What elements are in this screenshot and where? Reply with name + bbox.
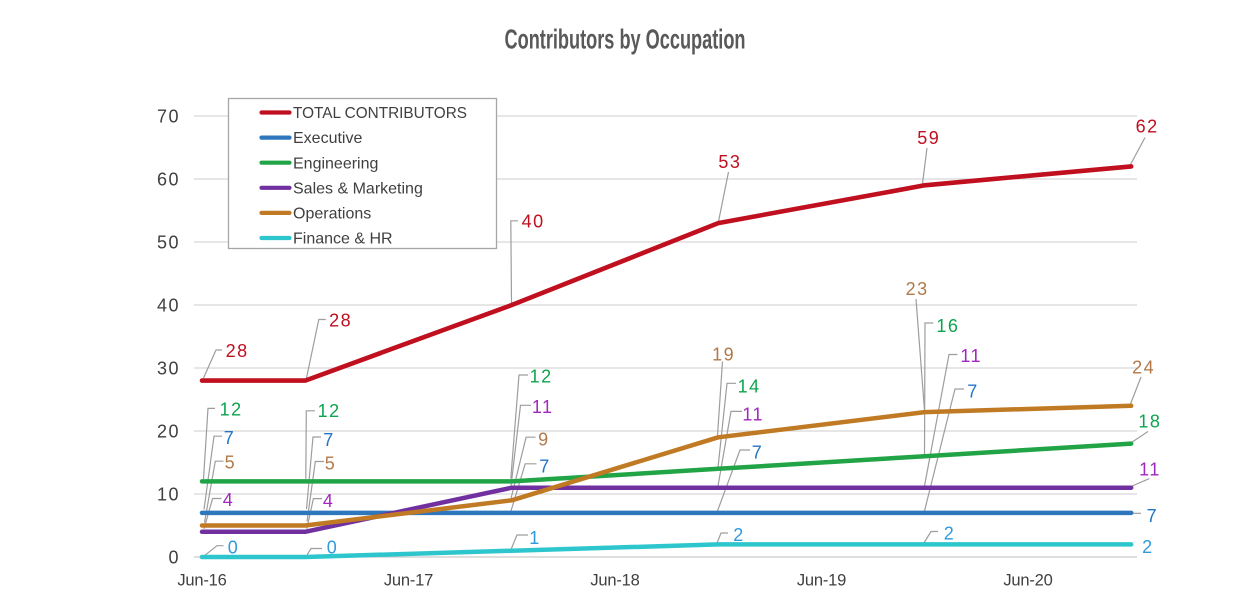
svg-text:18: 18 [1138,412,1161,432]
svg-text:12: 12 [220,400,243,420]
svg-text:2: 2 [1142,537,1152,557]
svg-text:2: 2 [944,523,954,543]
svg-text:2: 2 [733,525,743,545]
svg-text:Jun-18: Jun-18 [590,572,639,590]
svg-text:11: 11 [1139,460,1161,480]
svg-text:12: 12 [318,401,341,421]
svg-text:9: 9 [538,430,548,450]
svg-text:24: 24 [1132,358,1155,378]
svg-text:40: 40 [522,211,545,231]
svg-text:28: 28 [329,310,352,330]
svg-text:7: 7 [752,442,762,462]
svg-text:Jun-20: Jun-20 [1003,572,1052,590]
svg-text:5: 5 [325,454,335,474]
svg-text:60: 60 [157,169,180,189]
svg-text:4: 4 [223,490,233,510]
svg-text:70: 70 [157,106,180,126]
svg-text:Finance & HR: Finance & HR [293,231,393,248]
svg-text:16: 16 [936,316,959,336]
svg-text:Jun-17: Jun-17 [384,572,433,590]
svg-text:11: 11 [532,397,554,417]
svg-text:40: 40 [157,295,180,315]
svg-text:Engineering: Engineering [293,155,378,172]
svg-text:7: 7 [224,428,234,448]
svg-text:10: 10 [157,484,180,504]
svg-text:12: 12 [530,366,553,386]
svg-text:11: 11 [742,405,764,425]
svg-text:Jun-19: Jun-19 [797,572,846,590]
svg-text:5: 5 [225,453,235,473]
svg-text:Executive: Executive [293,130,362,147]
svg-text:19: 19 [712,344,735,364]
svg-text:7: 7 [967,381,977,401]
svg-text:7: 7 [539,456,549,476]
svg-text:TOTAL CONTRIBUTORS: TOTAL CONTRIBUTORS [293,105,467,122]
svg-text:50: 50 [157,232,180,252]
svg-text:Operations: Operations [293,206,371,223]
svg-text:23: 23 [906,279,929,299]
svg-text:7: 7 [323,430,333,450]
svg-text:0: 0 [327,538,337,558]
svg-text:53: 53 [718,152,741,172]
svg-text:14: 14 [738,377,761,397]
svg-text:62: 62 [1136,117,1159,137]
svg-text:59: 59 [917,128,940,148]
svg-text:0: 0 [228,538,238,558]
svg-text:Sales & Marketing: Sales & Marketing [293,180,423,197]
svg-text:4: 4 [323,491,333,511]
svg-text:28: 28 [226,341,249,361]
svg-text:11: 11 [960,346,982,366]
svg-text:Jun-16: Jun-16 [177,572,226,590]
svg-text:0: 0 [168,547,180,567]
svg-text:30: 30 [157,358,180,378]
svg-text:Contributors by Occupation: Contributors by Occupation [505,24,746,55]
svg-text:20: 20 [157,421,180,441]
svg-text:1: 1 [529,528,539,548]
svg-text:7: 7 [1147,506,1157,526]
